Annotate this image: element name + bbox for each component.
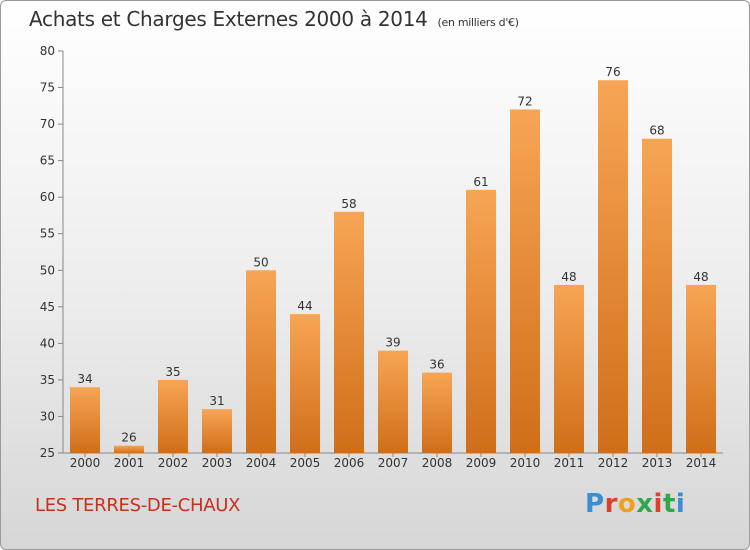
bar [114,445,144,453]
brand-letter: x [636,489,654,519]
value-label: 34 [77,372,92,386]
value-label: 35 [165,365,180,379]
x-tick-label: 2013 [642,456,673,470]
brand-letter: i [653,489,663,519]
y-tick-label: 35 [40,373,55,387]
x-tick-label: 2002 [158,456,189,470]
bar [70,387,100,453]
value-label: 50 [253,255,268,269]
value-label: 39 [385,336,400,350]
x-tick-label: 2006 [334,456,365,470]
value-label: 48 [561,270,576,284]
y-tick-label: 60 [40,190,55,204]
bar [642,138,672,453]
bar [466,189,496,453]
x-tick-label: 2001 [114,456,145,470]
x-tick-label: 2004 [246,456,277,470]
chart-title: Achats et Charges Externes 2000 à 2014 (e… [29,7,519,31]
value-labels-group: 34 26 35 31 50 44 58 39 36 61 72 48 76 68 48 [77,65,708,444]
value-label: 61 [473,175,488,189]
value-label: 68 [649,124,664,138]
brand-letter: o [617,489,637,519]
value-label: 58 [341,197,356,211]
bar [290,314,320,453]
axes: 25 30 35 40 45 50 55 60 65 70 75 80 2000 2001 2002 2003… [40,44,723,470]
bar [510,109,540,454]
value-label: 36 [429,358,444,372]
y-tick-label: 80 [40,44,55,58]
brand-letter: t [662,489,676,519]
y-tick-label: 75 [40,81,55,95]
y-tick-label: 55 [40,227,55,241]
y-tick-label: 30 [40,409,55,423]
brand-letter: r [604,489,618,519]
place-name: LES TERRES-DE-CHAUX [35,495,241,516]
y-tick-label: 45 [40,300,55,314]
bar [158,379,188,453]
y-tick-label: 40 [40,336,55,350]
x-tick-label: 2014 [686,456,717,470]
bars-group [70,80,716,454]
value-label: 26 [121,431,136,445]
unit-label: (en milliers d'€) [437,16,519,29]
brand-letter: i [675,489,686,519]
bar [686,284,716,453]
value-label: 76 [605,65,620,79]
bar [422,372,452,453]
value-label: 31 [209,394,224,408]
bar [378,350,408,453]
value-label: 44 [297,299,312,313]
x-tick-label: 2009 [466,456,497,470]
x-tick-label: 2000 [70,456,101,470]
x-tick-label: 2010 [510,456,541,470]
value-label: 48 [693,270,708,284]
y-tick-label: 65 [40,154,55,168]
bar [246,270,276,453]
x-tick-label: 2007 [378,456,409,470]
y-tick-label: 25 [40,446,55,460]
y-tick-label: 50 [40,263,55,277]
x-tick-label: 2011 [554,456,585,470]
title-text: Achats et Charges Externes 2000 à 2014 [29,7,428,31]
x-tick-label: 2003 [202,456,233,470]
x-tick-label: 2005 [290,456,321,470]
bar [554,284,584,453]
bar [202,409,232,453]
brand-letter: P [585,489,605,519]
x-tick-label: 2012 [598,456,629,470]
x-tick-label: 2008 [422,456,453,470]
bar [334,211,364,453]
value-label: 72 [517,94,532,108]
y-tick-label: 70 [40,117,55,131]
brand-logo: Proxiti [585,489,685,519]
bar [598,80,628,454]
